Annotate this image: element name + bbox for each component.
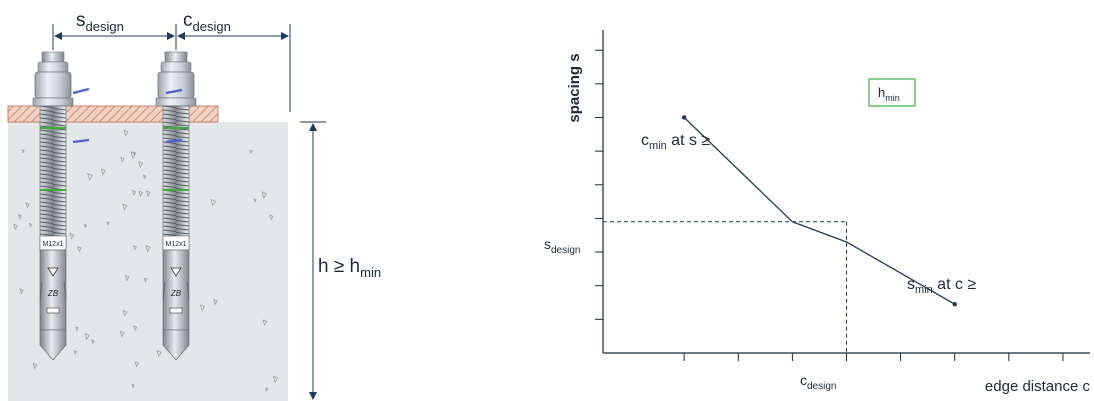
svg-text:hmin: hmin (878, 85, 900, 103)
aggregate-speck (28, 222, 33, 228)
anchor-size-marking: M12x1 (42, 241, 63, 248)
anchor-logo: ZB (47, 289, 59, 298)
aggregate-speck (19, 288, 24, 295)
aggregate-speck (156, 349, 162, 358)
aggregate-speck (133, 325, 138, 331)
aggregate-speck (77, 246, 82, 253)
aggregate-speck (123, 129, 129, 137)
aggregate-speck (210, 198, 217, 207)
aggregate-speck (73, 349, 78, 355)
aggregate-speck (272, 375, 279, 384)
aggregate-speck (261, 191, 267, 199)
aggregate-speck (106, 221, 110, 226)
aggregate-speck (249, 149, 253, 155)
aggregate-speck (91, 339, 95, 345)
aggregate-speck (146, 190, 151, 198)
anchor-bolt-right: M12x1 ZB (155, 51, 197, 361)
aggregate-speck (138, 160, 144, 169)
aggregate-speck (75, 326, 79, 332)
aggregate-speck (264, 387, 269, 393)
aggregate-speck (120, 156, 125, 163)
aggregate-speck (122, 203, 128, 211)
aggregate-speck (32, 362, 38, 370)
aggregate-speck (124, 274, 130, 282)
c-design-tick-label: cdesign (800, 372, 836, 392)
aggregate-speck (131, 383, 135, 389)
y-axis-label: spacing s (566, 53, 583, 122)
anchor-logo: ZB (170, 289, 182, 298)
s-design-dimension-label: sdesign (76, 10, 124, 34)
aggregate-speck (138, 190, 144, 198)
spacing-edge-distance-chart: spacing s edge distance c hmin cmin at s… (544, 30, 1090, 395)
line-endpoint (952, 302, 957, 307)
anchor-size-marking: M12x1 (165, 241, 186, 248)
c-design-dimension-label: cdesign (183, 10, 231, 34)
aggregate-speck (17, 214, 22, 220)
aggregate-speck (83, 223, 88, 229)
aggregate-speck (133, 245, 137, 251)
aggregate-speck (269, 214, 274, 221)
anchor-bolt-left: M12x1 ZB (32, 51, 90, 361)
dimension-lines (52, 24, 326, 400)
aggregate-speck (119, 330, 125, 338)
anchor-installation-drawing: M12x1 ZB M12x1 ZB (7, 10, 381, 401)
spacing-edge-distance-line (683, 117, 956, 305)
c-min-annotation: cmin at s ≥ (641, 132, 710, 152)
aggregate-speck (21, 149, 25, 154)
aggregate-speck (143, 277, 148, 283)
aggregate-speck (130, 151, 137, 160)
aggregate-speck (87, 172, 93, 181)
aggregate-speck (100, 168, 106, 176)
aggregate-speck (253, 198, 257, 203)
aggregate-speck (199, 304, 206, 312)
aggregate-speck (142, 174, 147, 180)
aggregate-speck (262, 319, 268, 327)
s-design-tick-label: sdesign (544, 236, 580, 256)
h-min-legend-box: hmin (868, 78, 916, 107)
aggregate-speck (25, 202, 30, 209)
s-min-annotation: smin at c ≥ (907, 276, 976, 296)
h-min-dimension-label: h ≥ hmin (318, 256, 381, 280)
aggregate-speck (13, 223, 18, 231)
line-endpoint (681, 115, 687, 120)
aggregate-speck (213, 298, 218, 306)
aggregate-speck (145, 244, 151, 253)
aggregate-speck (122, 309, 128, 317)
x-axis-label: edge distance c (985, 378, 1091, 395)
aggregate-speck (134, 361, 140, 368)
aggregate-speck (69, 232, 75, 240)
aggregate-speck (131, 189, 137, 197)
concrete-aggregate (13, 129, 279, 393)
aggregate-speck (84, 332, 90, 341)
